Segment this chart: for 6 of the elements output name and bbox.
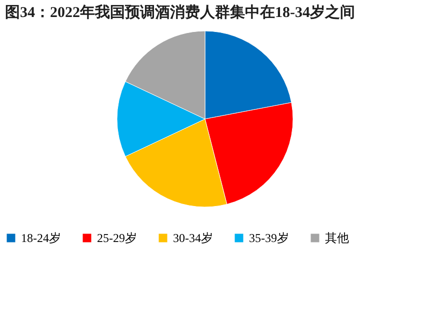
legend-label: 30-34岁 <box>173 231 213 245</box>
legend-label: 其他 <box>325 231 349 245</box>
legend-label: 18-24岁 <box>21 231 61 245</box>
legend-label: 35-39岁 <box>249 231 289 245</box>
chart-title: 图34：2022年我国预调酒消费人群集中在18-34岁之间 <box>5 3 355 21</box>
legend-label: 25-29岁 <box>97 231 137 245</box>
